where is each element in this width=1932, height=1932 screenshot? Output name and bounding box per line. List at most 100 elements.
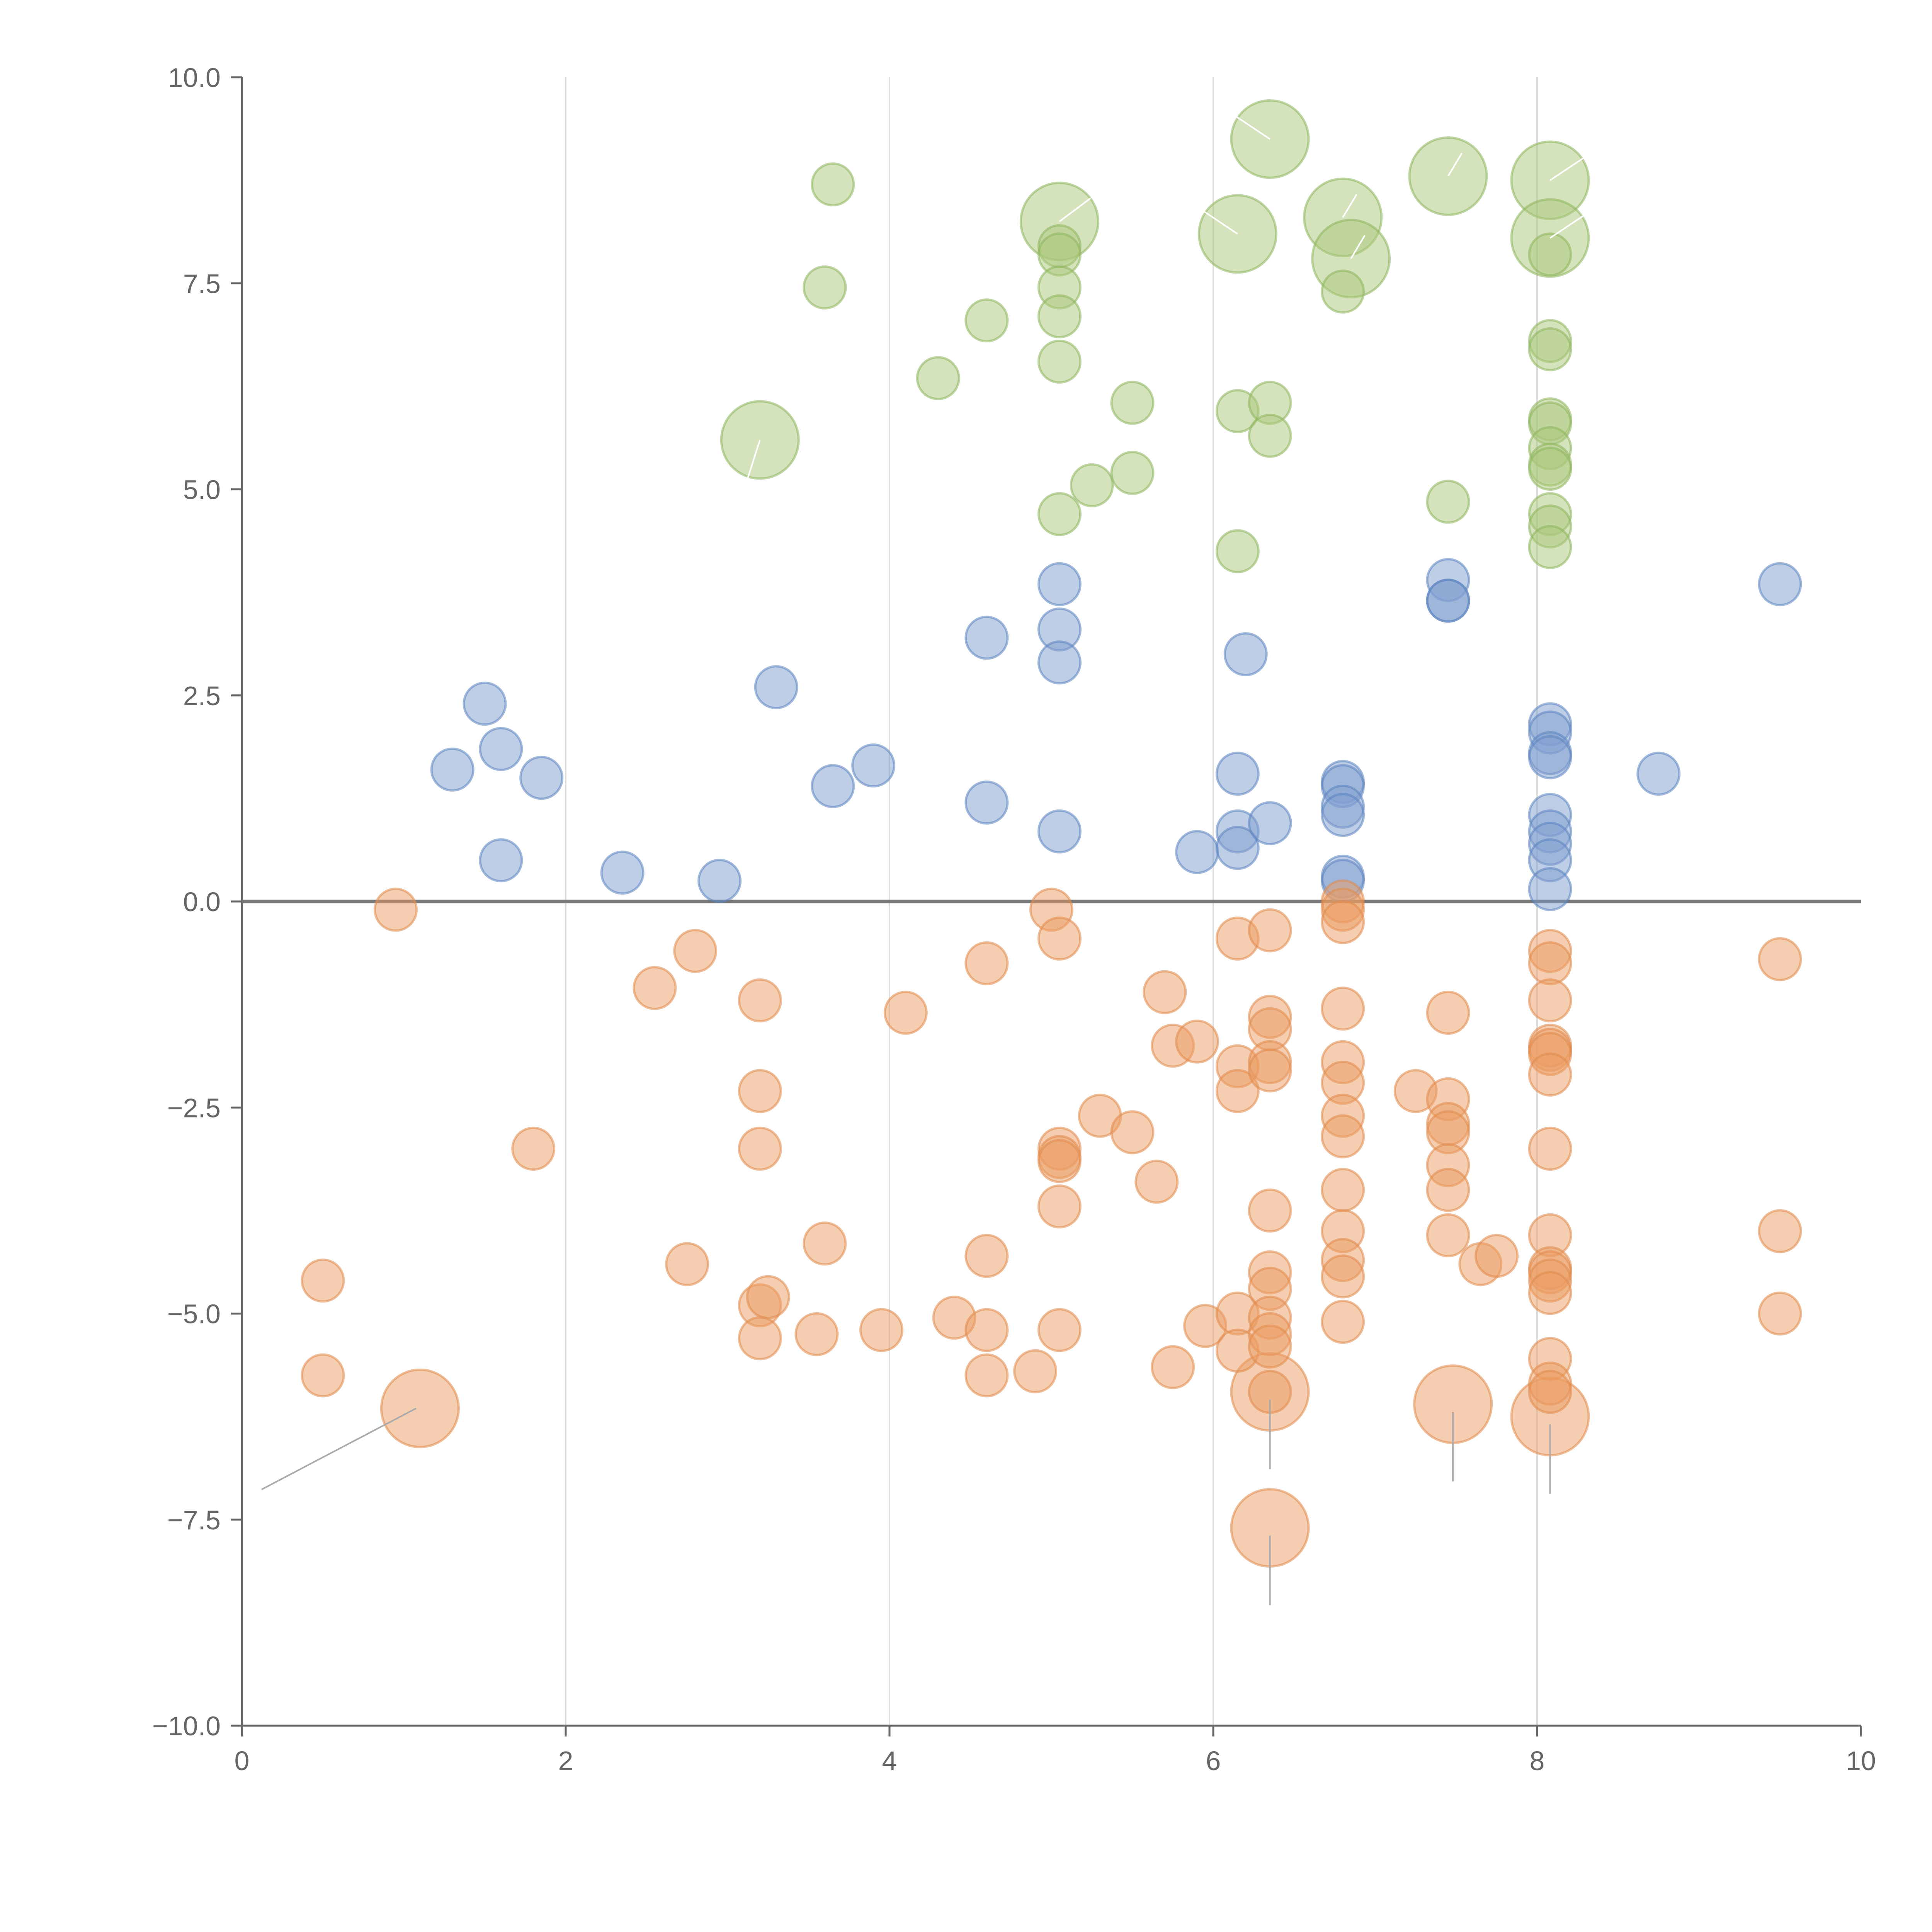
orange-point bbox=[301, 1353, 345, 1398]
green-callout-leader bbox=[1342, 194, 1357, 218]
y-tick-label: 2.5 bbox=[183, 681, 221, 711]
blue-point bbox=[1528, 735, 1572, 779]
orange-point bbox=[1248, 1324, 1292, 1369]
orange-point bbox=[964, 1234, 1009, 1278]
x-tick-label: 6 bbox=[1206, 1746, 1221, 1776]
orange-point bbox=[374, 888, 418, 932]
green-point bbox=[1070, 463, 1114, 507]
orange-point bbox=[859, 1308, 904, 1352]
orange-point bbox=[1321, 1168, 1365, 1212]
orange-point bbox=[1175, 1019, 1219, 1064]
blue-point bbox=[600, 850, 645, 895]
blue-point bbox=[964, 616, 1009, 660]
green-point bbox=[811, 162, 855, 207]
green-point bbox=[1248, 413, 1292, 458]
orange-point bbox=[1321, 1299, 1365, 1344]
blue-point bbox=[1037, 809, 1082, 854]
orange-point bbox=[964, 1353, 1009, 1398]
orange-point bbox=[883, 990, 928, 1035]
blue-point bbox=[1248, 801, 1292, 845]
orange-point bbox=[746, 1275, 790, 1319]
green-point bbox=[1037, 294, 1082, 338]
green-point bbox=[1528, 327, 1572, 371]
green-point bbox=[1528, 232, 1572, 277]
orange-point bbox=[1248, 908, 1292, 952]
orange-point bbox=[1110, 1110, 1155, 1155]
blue-point bbox=[1175, 830, 1219, 874]
orange-point bbox=[1321, 986, 1365, 1031]
orange-point bbox=[1426, 990, 1470, 1035]
y-tick-label: −7.5 bbox=[167, 1505, 221, 1535]
point-layer bbox=[301, 99, 1802, 1568]
blue-point bbox=[1321, 793, 1365, 837]
orange-point bbox=[964, 1308, 1009, 1352]
green-callout-leader bbox=[1549, 214, 1585, 239]
orange-point bbox=[1037, 916, 1082, 961]
orange-point bbox=[1143, 970, 1187, 1014]
orange-point bbox=[1013, 1349, 1058, 1393]
orange-point bbox=[1321, 900, 1365, 944]
green-point bbox=[1426, 480, 1470, 524]
orange-point bbox=[964, 941, 1009, 985]
orange-point bbox=[1134, 1160, 1179, 1204]
green-callout-leader bbox=[1235, 115, 1270, 140]
green-point bbox=[916, 356, 960, 400]
blue-point bbox=[1426, 578, 1470, 623]
blue-point bbox=[697, 859, 742, 903]
green-point bbox=[1215, 529, 1260, 573]
callout-layer bbox=[261, 115, 1585, 1605]
green-callout-leader bbox=[1549, 156, 1585, 181]
green-callout-leader bbox=[747, 439, 761, 479]
x-tick-label: 0 bbox=[235, 1746, 250, 1776]
orange-point bbox=[1037, 1184, 1082, 1229]
orange-point bbox=[673, 929, 718, 973]
green-point bbox=[1110, 451, 1155, 495]
blue-point bbox=[430, 747, 474, 792]
orange-point bbox=[738, 1126, 782, 1171]
green-callout-leader bbox=[1059, 197, 1091, 222]
blue-point bbox=[754, 665, 798, 709]
green-callout-leader bbox=[1350, 235, 1366, 259]
orange-point bbox=[1037, 1308, 1082, 1352]
blue-point bbox=[1037, 640, 1082, 685]
orange-point bbox=[1528, 1271, 1572, 1315]
y-tick-label: 10.0 bbox=[168, 63, 221, 93]
orange-point bbox=[738, 978, 782, 1022]
green-point bbox=[803, 265, 847, 310]
blue-point bbox=[479, 727, 523, 771]
orange-point bbox=[738, 1316, 782, 1361]
blue-point bbox=[1528, 867, 1572, 912]
green-point bbox=[1528, 525, 1572, 569]
green-point bbox=[1110, 381, 1155, 425]
y-tick-label: −2.5 bbox=[167, 1093, 221, 1123]
blue-point bbox=[1037, 562, 1082, 606]
y-tick-label: 5.0 bbox=[183, 475, 221, 505]
orange-point bbox=[1528, 1126, 1572, 1171]
orange-point bbox=[1151, 1345, 1195, 1389]
orange-point bbox=[1426, 1213, 1470, 1257]
blue-point bbox=[1215, 826, 1260, 870]
orange-point bbox=[1758, 1291, 1802, 1336]
blue-point bbox=[479, 838, 523, 883]
blue-point bbox=[1636, 752, 1681, 796]
orange-point bbox=[1758, 1209, 1802, 1253]
orange-point bbox=[794, 1312, 839, 1356]
x-tick-label: 8 bbox=[1530, 1746, 1545, 1776]
green-point bbox=[964, 298, 1009, 343]
blue-point bbox=[811, 764, 855, 808]
y-tick-label: 7.5 bbox=[183, 269, 221, 299]
y-tick-label: −10.0 bbox=[152, 1711, 221, 1741]
blue-point bbox=[463, 682, 507, 726]
axis-layer: 0 2 4 6 8 10 −10.0 −7.5 −5.0 −2.5 0.0 2.5 5.0 7.5 10.0 bbox=[152, 63, 1876, 1776]
green-point bbox=[1528, 447, 1572, 491]
orange-point bbox=[1528, 978, 1572, 1022]
orange-point bbox=[511, 1126, 556, 1171]
orange-point bbox=[665, 1242, 709, 1286]
orange-point bbox=[1321, 1114, 1365, 1158]
green-point bbox=[1037, 339, 1082, 384]
orange-point bbox=[1215, 1069, 1260, 1113]
orange-point bbox=[1528, 1370, 1572, 1414]
orange-point bbox=[1037, 1139, 1082, 1183]
x-tick-label: 4 bbox=[882, 1746, 897, 1776]
